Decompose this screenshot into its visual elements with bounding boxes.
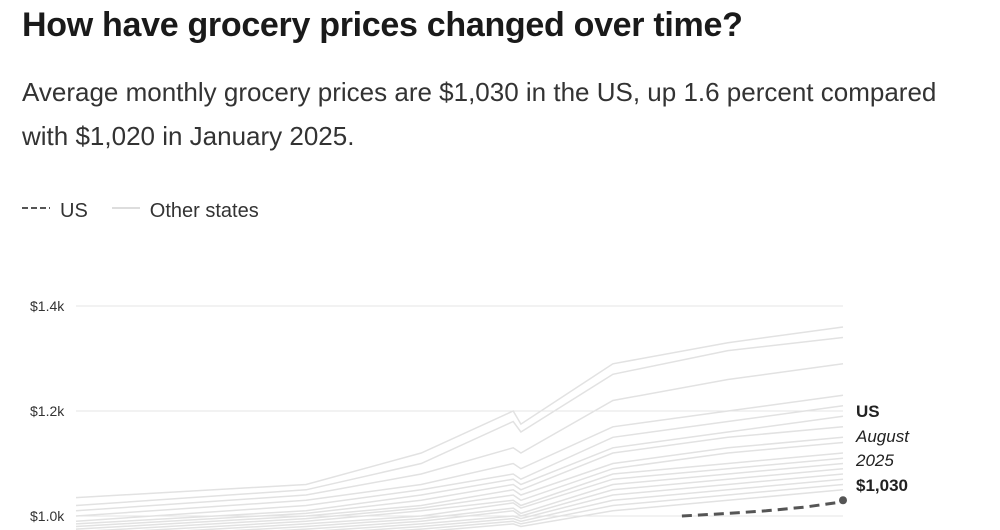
series-line-state-9 [94,441,844,530]
legend-item-us: US [22,200,88,223]
series-line-state-6 [75,415,844,525]
legend-label-us: US [60,200,88,222]
us-series [681,496,847,518]
series-line-state-7 [75,426,844,528]
series-line-state-14 [321,473,844,530]
annotation-year: 2025 [855,451,894,470]
dashed-line-icon [22,206,50,209]
y-tick-label-1: $1.2k [30,403,65,419]
state-series [75,326,844,530]
series-line-state-3 [75,363,844,512]
series-line-state-5 [75,405,844,523]
page-title: How have grocery prices changed over tim… [22,6,743,44]
series-line-state-17 [433,489,844,530]
page-subtitle: Average monthly grocery prices are $1,03… [22,77,937,151]
series-line-state-15 [359,478,844,530]
legend-label-other-states: Other states [149,200,259,222]
series-line-state-10 [140,452,844,530]
us-annotation: US August 2025 $1,030 [855,402,910,495]
series-line-state-11 [185,457,844,530]
chart-legend: US Other states [22,200,283,223]
series-line-state-12 [231,462,844,530]
annotation-value: $1,030 [856,476,908,495]
y-axis-ticks: $1.4k $1.2k $1.0k [30,298,65,524]
series-line-state-13 [277,467,844,530]
annotation-name: US [856,402,880,421]
y-tick-label-0: $1.4k [30,298,65,314]
annotation-month: August [855,427,910,446]
series-line-state-2 [75,336,844,507]
series-line-us [681,498,844,518]
legend-item-other-states: Other states [111,200,259,223]
series-line-state-8 [75,436,844,530]
y-tick-label-2: $1.0k [30,508,65,524]
series-line-state-4 [75,394,844,517]
us-endpoint-marker [839,496,847,505]
series-line-state-16 [397,483,844,530]
series-line-state-1 [75,326,844,499]
solid-line-icon [111,206,140,209]
